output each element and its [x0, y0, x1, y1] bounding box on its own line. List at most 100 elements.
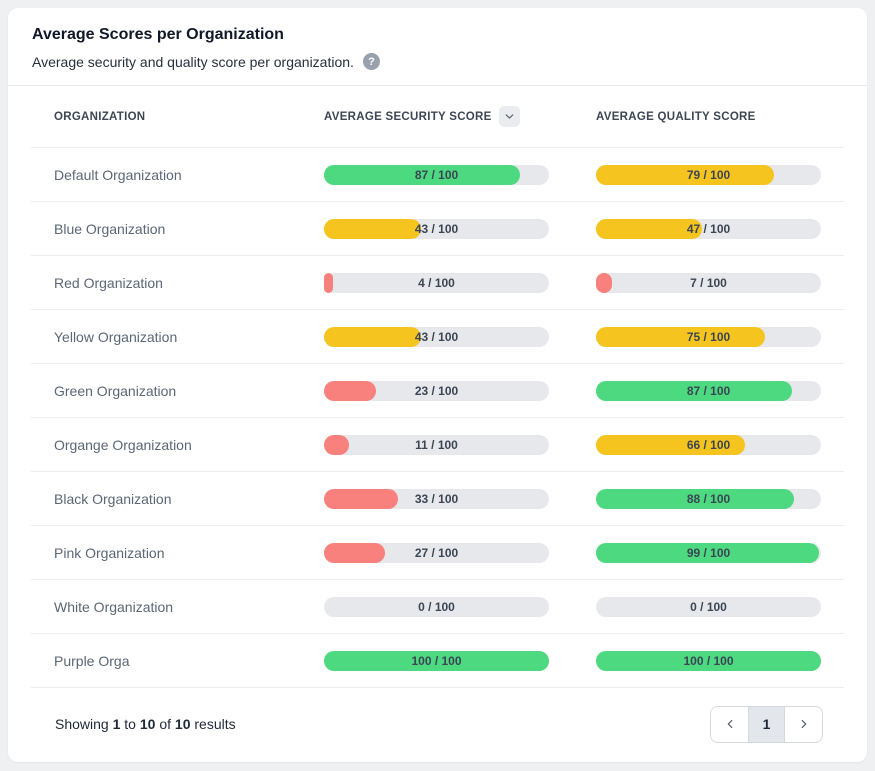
quality-score-fill — [596, 272, 612, 293]
security-score-bar: 43 / 100 — [324, 326, 549, 347]
summary-showing: Showing — [55, 716, 109, 732]
org-name: Blue Organization — [54, 220, 166, 237]
summary-results-word: results — [194, 716, 236, 732]
security-score-bar: 4 / 100 — [324, 272, 549, 293]
security-score-bar: 23 / 100 — [324, 380, 549, 401]
security-score-label: 4 / 100 — [418, 275, 455, 290]
table-row: White Organization 0 / 100 0 / 100 — [31, 580, 844, 634]
column-header-quality: AVERAGE QUALITY SCORE — [596, 110, 756, 123]
security-score-fill — [324, 488, 399, 509]
quality-score-label: 47 / 100 — [686, 221, 731, 236]
prev-page-button[interactable] — [711, 706, 748, 742]
quality-score-fill — [596, 434, 745, 455]
summary-of-word: of — [159, 716, 172, 732]
table-header-row: ORGANIZATION AVERAGE SECURITY SCORE AVER… — [31, 86, 844, 148]
security-score-bar: 27 / 100 — [324, 542, 549, 563]
org-name: Yellow Organization — [54, 328, 178, 345]
quality-score-label: 87 / 100 — [686, 383, 731, 398]
quality-score-label: 100 / 100 — [683, 653, 734, 668]
quality-score-label: 79 / 100 — [686, 167, 731, 182]
org-name: Black Organization — [54, 490, 172, 507]
quality-score-bar: 87 / 100 — [596, 380, 821, 401]
table-row: Purple Orga 100 / 100 100 / 100 — [31, 634, 844, 688]
security-score-label: 100 / 100 — [411, 653, 462, 668]
security-score-label: 0 / 100 — [418, 599, 455, 614]
scores-card: Average Scores per Organization Average … — [8, 8, 867, 762]
quality-score-fill — [596, 164, 774, 185]
page-subtitle: Average security and quality score per o… — [32, 53, 354, 70]
quality-score-label: 7 / 100 — [690, 275, 727, 290]
summary-to-word: to — [124, 716, 136, 732]
security-score-label: 87 / 100 — [414, 167, 459, 182]
table-row: Blue Organization 43 / 100 47 / 100 — [31, 202, 844, 256]
quality-score-bar: 47 / 100 — [596, 218, 821, 239]
quality-score-bar: 100 / 100 — [596, 650, 821, 671]
org-name: Pink Organization — [54, 544, 165, 561]
quality-score-label: 75 / 100 — [686, 329, 731, 344]
help-icon[interactable]: ? — [362, 53, 380, 70]
org-name: Organge Organization — [54, 436, 192, 453]
table-row: Red Organization 4 / 100 7 / 100 — [31, 256, 844, 310]
org-name: Green Organization — [54, 382, 177, 399]
org-name: Red Organization — [54, 274, 163, 291]
security-score-fill — [324, 380, 376, 401]
card-header: Average Scores per Organization Average … — [8, 8, 867, 86]
quality-score-fill — [596, 218, 702, 239]
quality-score-bar: 99 / 100 — [596, 542, 821, 563]
security-score-bar: 87 / 100 — [324, 164, 549, 185]
security-score-fill — [324, 542, 385, 563]
quality-score-fill — [596, 542, 819, 563]
quality-score-label: 0 / 100 — [690, 599, 727, 614]
security-score-fill — [324, 164, 520, 185]
quality-score-bar: 66 / 100 — [596, 434, 821, 455]
security-score-fill — [324, 434, 349, 455]
column-header-organization: ORGANIZATION — [54, 110, 146, 123]
org-name: Purple Orga — [54, 652, 130, 669]
column-header-security: AVERAGE SECURITY SCORE — [324, 106, 596, 127]
quality-score-fill — [596, 380, 792, 401]
quality-score-fill — [596, 326, 765, 347]
org-name: White Organization — [54, 598, 174, 615]
quality-score-bar: 75 / 100 — [596, 326, 821, 347]
column-header-security-label: AVERAGE SECURITY SCORE — [324, 110, 492, 123]
sort-button[interactable] — [498, 106, 520, 127]
table-row: Default Organization 87 / 100 79 / 100 — [31, 148, 844, 202]
security-score-label: 33 / 100 — [414, 491, 459, 506]
table-row: Pink Organization 27 / 100 99 / 100 — [31, 526, 844, 580]
table-row: Black Organization 33 / 100 88 / 100 — [31, 472, 844, 526]
security-score-fill — [324, 272, 333, 293]
next-page-button[interactable] — [785, 706, 822, 742]
security-score-fill — [324, 650, 549, 671]
security-score-bar: 11 / 100 — [324, 434, 549, 455]
pagination: 1 — [710, 705, 823, 743]
security-score-label: 43 / 100 — [414, 329, 459, 344]
table-body: Default Organization 87 / 100 79 / 100 B… — [31, 148, 844, 688]
quality-score-label: 66 / 100 — [686, 437, 731, 452]
table-row: Green Organization 23 / 100 87 / 100 — [31, 364, 844, 418]
security-score-bar: 33 / 100 — [324, 488, 549, 509]
table-row: Yellow Organization 43 / 100 75 / 100 — [31, 310, 844, 364]
quality-score-label: 88 / 100 — [686, 491, 731, 506]
org-name: Default Organization — [54, 166, 182, 183]
summary-to: 10 — [139, 716, 156, 732]
summary-from: 1 — [112, 716, 121, 732]
quality-score-bar: 79 / 100 — [596, 164, 821, 185]
quality-score-bar: 0 / 100 — [596, 596, 821, 617]
quality-score-label: 99 / 100 — [686, 545, 731, 560]
quality-score-bar: 88 / 100 — [596, 488, 821, 509]
summary-total: 10 — [174, 716, 191, 732]
page-title: Average Scores per Organization — [32, 26, 284, 43]
table-row: Organge Organization 11 / 100 66 / 100 — [31, 418, 844, 472]
security-score-bar: 0 / 100 — [324, 596, 549, 617]
security-score-bar: 100 / 100 — [324, 650, 549, 671]
security-score-fill — [324, 326, 421, 347]
chevron-right-icon — [801, 719, 806, 729]
security-score-label: 27 / 100 — [414, 545, 459, 560]
chevron-down-icon — [505, 114, 513, 119]
results-summary: Showing 1 to 10 of 10 results — [55, 716, 236, 732]
quality-score-fill — [596, 488, 794, 509]
security-score-label: 23 / 100 — [414, 383, 459, 398]
security-score-fill — [324, 218, 421, 239]
card-footer: Showing 1 to 10 of 10 results 1 — [8, 688, 867, 762]
page-1-button[interactable]: 1 — [748, 706, 785, 742]
